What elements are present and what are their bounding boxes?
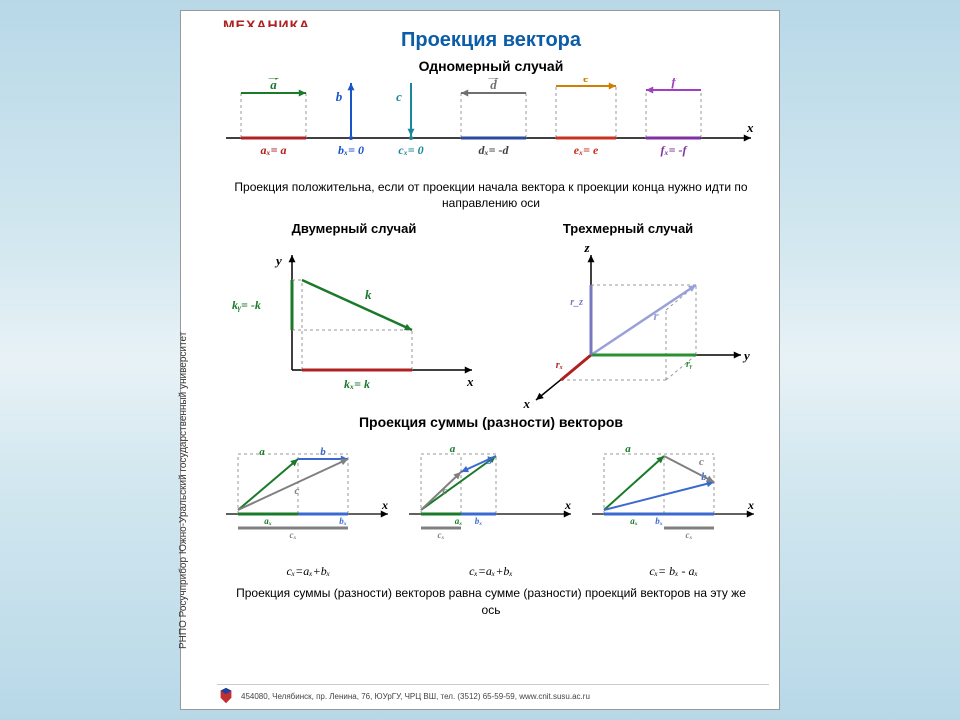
svg-text:a: a xyxy=(270,78,277,92)
svg-text:cₓ: cₓ xyxy=(290,530,297,540)
svg-text:f: f xyxy=(671,78,677,89)
sec2-right-subtitle: Трехмерный случай xyxy=(496,221,759,236)
sec3-caption: Проекция суммы (разности) векторов равна… xyxy=(227,585,755,617)
svg-text:cₓ: cₓ xyxy=(437,530,444,540)
svg-text:kₓ= k: kₓ= k xyxy=(345,377,371,391)
svg-text:y: y xyxy=(742,348,750,363)
sec2-right-diagram: zyxrrₓrᵧr_z xyxy=(496,240,756,410)
poster-page: РНПО Росучприбор Южно-Уральский государс… xyxy=(180,10,780,710)
svg-text:cₓ= 0: cₓ= 0 xyxy=(398,143,423,157)
svg-text:bₓ: bₓ xyxy=(340,516,348,526)
sec2-left-diagram: x y k kₓ= k kᵧ= -k xyxy=(222,240,482,410)
sec3-diagram: x a b c aₓ bₓ cₓ xyxy=(401,434,581,564)
svg-text:x: x xyxy=(747,498,754,512)
sec3-subtitle: Проекция суммы (разности) векторов xyxy=(217,414,765,430)
svg-text:c: c xyxy=(295,485,300,497)
svg-text:c: c xyxy=(699,456,704,468)
svg-text:e: e xyxy=(583,78,589,85)
sec3-panel: x a b c aₓ bₓ cₓ cₓ=aₓ+bₓ xyxy=(218,434,398,579)
svg-text:dₓ= -d: dₓ= -d xyxy=(479,143,510,157)
svg-text:x: x xyxy=(523,396,531,410)
svg-text:aₓ: aₓ xyxy=(455,516,463,526)
svg-text:cₓ: cₓ xyxy=(685,530,692,540)
logo-icon xyxy=(217,687,235,705)
svg-text:a: a xyxy=(260,446,266,458)
page-title: Проекция вектора xyxy=(217,29,765,52)
svg-text:eₓ= e: eₓ= e xyxy=(574,143,599,157)
svg-text:b: b xyxy=(336,89,343,104)
sec3-formula: cₓ=aₓ+bₓ xyxy=(218,564,398,579)
svg-text:x: x xyxy=(381,498,388,512)
sec3-formula: cₓ=aₓ+bₓ xyxy=(401,564,581,579)
side-credits: РНПО Росучприбор Южно-Уральский государс… xyxy=(178,149,189,649)
svg-text:a: a xyxy=(625,443,631,455)
svg-text:b: b xyxy=(321,446,327,458)
header-category: МЕХАНИКА xyxy=(223,17,765,27)
svg-text:d: d xyxy=(490,78,497,92)
svg-text:x: x xyxy=(466,374,474,389)
sec1-diagram: x a aₓ= a b bₓ= 0 c cₓ= 0 d dₓ= -d e eₓ= e f fₓ= -f xyxy=(221,78,761,173)
sec3-row: xabcaₓbₓcₓcₓ=aₓ+bₓxabcaₓbₓcₓcₓ=aₓ+bₓxabc… xyxy=(217,434,765,579)
svg-text:bₓ= 0: bₓ= 0 xyxy=(338,143,364,157)
sec2-row: Двумерный случай x y k kₓ= k kᵧ= -k Трехмерн… xyxy=(217,217,765,410)
svg-text:x: x xyxy=(746,120,754,135)
svg-text:fₓ= -f: fₓ= -f xyxy=(661,143,688,157)
svg-text:kᵧ= -k: kᵧ= -k xyxy=(232,298,261,312)
svg-text:aₓ= a: aₓ= a xyxy=(261,143,287,157)
svg-text:c: c xyxy=(443,485,448,497)
sec3-panel: x a b c aₓ bₓ cₓ cₓ=aₓ+bₓ xyxy=(401,434,581,579)
svg-text:aₓ: aₓ xyxy=(630,516,638,526)
svg-text:z: z xyxy=(584,240,591,255)
sec2-left-subtitle: Двумерный случай xyxy=(222,221,485,236)
sec3-formula: cₓ= bₓ - aₓ xyxy=(584,564,764,579)
svg-text:b: b xyxy=(486,455,492,467)
svg-text:a: a xyxy=(450,443,456,455)
footer: 454080, Челябинск, пр. Ленина, 76, ЮУрГУ… xyxy=(217,684,769,705)
svg-text:rₓ: rₓ xyxy=(556,360,563,371)
svg-text:bₓ: bₓ xyxy=(655,516,663,526)
svg-text:rᵧ: rᵧ xyxy=(686,359,693,370)
sec1-caption: Проекция положительна, если от проекции … xyxy=(227,179,755,211)
sec3-panel: xabcaₓbₓcₓcₓ= bₓ - aₓ xyxy=(584,434,764,579)
svg-text:r_z: r_z xyxy=(571,297,584,308)
svg-text:k: k xyxy=(365,287,372,302)
sec3-diagram: xabcaₓbₓcₓ xyxy=(584,434,764,564)
svg-text:x: x xyxy=(564,498,571,512)
svg-text:aₓ: aₓ xyxy=(265,516,273,526)
footer-text: 454080, Челябинск, пр. Ленина, 76, ЮУрГУ… xyxy=(241,692,590,701)
sec3-diagram: x a b c aₓ bₓ cₓ xyxy=(218,434,398,564)
svg-text:bₓ: bₓ xyxy=(475,516,483,526)
svg-text:y: y xyxy=(274,253,282,268)
svg-text:c: c xyxy=(396,89,402,104)
sec1-subtitle: Одномерный случай xyxy=(217,58,765,74)
